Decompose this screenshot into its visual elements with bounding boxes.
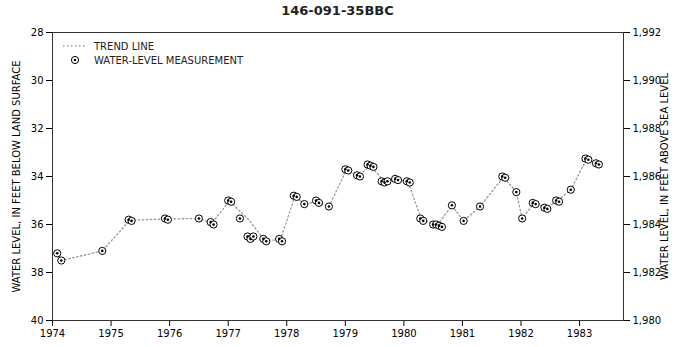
svg-text:1981: 1981 <box>450 328 475 339</box>
svg-text:28: 28 <box>31 27 44 38</box>
svg-text:32: 32 <box>31 123 44 134</box>
svg-text:34: 34 <box>31 171 44 182</box>
html-text:TREND LINE: TREND LINE <box>94 40 155 52</box>
svg-text:1974: 1974 <box>40 328 65 339</box>
svg-text:1983: 1983 <box>567 328 592 339</box>
html-text:WATER-LEVEL MEASUREMENT: WATER-LEVEL MEASUREMENT <box>94 54 243 66</box>
svg-text:1977: 1977 <box>215 328 240 339</box>
svg-text:36: 36 <box>31 219 44 230</box>
svg-text:1980: 1980 <box>391 328 416 339</box>
svg-text:1,990: 1,990 <box>633 75 662 86</box>
svg-text:30: 30 <box>31 75 44 86</box>
html-text:146-091-35BBC: 146-091-35BBC <box>281 3 394 18</box>
svg-text:1,984: 1,984 <box>633 219 662 230</box>
svg-text:1,988: 1,988 <box>633 123 662 134</box>
svg-text:1978: 1978 <box>274 328 299 339</box>
svg-text:WATER LEVEL, IN FEET ABOVE SEA: WATER LEVEL, IN FEET ABOVE SEA LEVEL <box>659 73 670 281</box>
svg-text:1,986: 1,986 <box>633 171 662 182</box>
svg-text:WATER LEVEL, IN FEET BELOW LAN: WATER LEVEL, IN FEET BELOW LAND SURFACE <box>11 61 22 293</box>
svg-text:1982: 1982 <box>508 328 533 339</box>
svg-text:1,992: 1,992 <box>633 27 662 38</box>
svg-text:40: 40 <box>31 315 44 326</box>
svg-text:1975: 1975 <box>98 328 123 339</box>
svg-text:38: 38 <box>31 267 44 278</box>
svg-text:1,982: 1,982 <box>633 267 662 278</box>
svg-text:1979: 1979 <box>333 328 358 339</box>
svg-text:1976: 1976 <box>157 328 182 339</box>
svg-text:1,980: 1,980 <box>633 315 662 326</box>
